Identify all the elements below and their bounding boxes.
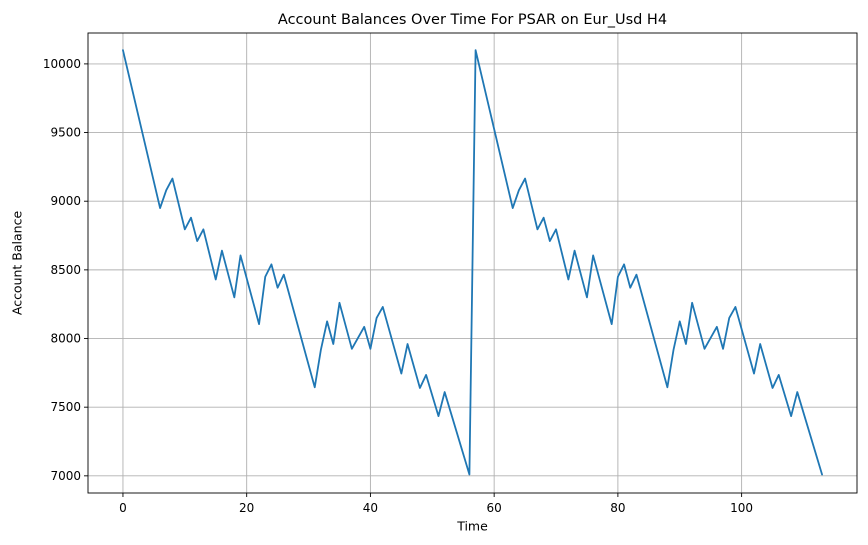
y-tick-label: 7000 <box>50 469 81 483</box>
x-tick-label: 60 <box>487 501 502 515</box>
chart-title: Account Balances Over Time For PSAR on E… <box>278 12 667 28</box>
x-axis-ticks: 0 20 40 60 80 100 <box>119 493 753 515</box>
x-tick-label: 0 <box>119 501 127 515</box>
y-tick-label: 7500 <box>50 400 81 414</box>
y-tick-label: 10000 <box>43 57 81 71</box>
plot-frame <box>87 32 858 494</box>
x-axis-label: Time <box>456 519 488 534</box>
series-line-account-balance <box>122 49 823 476</box>
y-tick-label: 8500 <box>50 263 81 277</box>
y-tick-label: 8000 <box>50 332 81 346</box>
y-axis-label: Account Balance <box>10 211 25 316</box>
x-tick-label: 40 <box>363 501 378 515</box>
x-tick-label: 20 <box>239 501 254 515</box>
y-tick-label: 9500 <box>50 126 81 140</box>
series-layer <box>122 49 823 476</box>
y-axis-ticks: 7000 7500 8000 8500 9000 9500 10000 <box>43 57 88 483</box>
x-tick-label: 80 <box>610 501 625 515</box>
x-tick-label: 100 <box>730 501 753 515</box>
y-tick-label: 9000 <box>50 194 81 208</box>
